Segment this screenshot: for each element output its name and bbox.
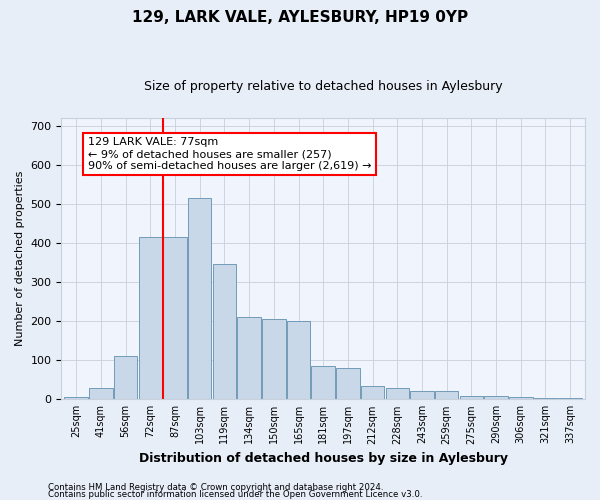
Bar [460, 396, 483, 400]
Bar [435, 392, 458, 400]
Text: Contains public sector information licensed under the Open Government Licence v3: Contains public sector information licen… [48, 490, 422, 499]
Bar [311, 366, 335, 400]
X-axis label: Distribution of detached houses by size in Aylesbury: Distribution of detached houses by size … [139, 452, 508, 465]
Bar [188, 198, 211, 400]
Text: 129 LARK VALE: 77sqm
← 9% of detached houses are smaller (257)
90% of semi-detac: 129 LARK VALE: 77sqm ← 9% of detached ho… [88, 138, 371, 170]
Y-axis label: Number of detached properties: Number of detached properties [15, 171, 25, 346]
Text: Contains HM Land Registry data © Crown copyright and database right 2024.: Contains HM Land Registry data © Crown c… [48, 484, 383, 492]
Bar [163, 237, 187, 400]
Bar [484, 396, 508, 400]
Bar [114, 356, 137, 400]
Bar [509, 398, 533, 400]
Bar [139, 237, 162, 400]
Text: 129, LARK VALE, AYLESBURY, HP19 0YP: 129, LARK VALE, AYLESBURY, HP19 0YP [132, 10, 468, 25]
Bar [287, 321, 310, 400]
Title: Size of property relative to detached houses in Aylesbury: Size of property relative to detached ho… [144, 80, 503, 93]
Bar [559, 398, 582, 400]
Bar [361, 386, 385, 400]
Bar [262, 319, 286, 400]
Bar [336, 368, 359, 400]
Bar [534, 398, 557, 400]
Bar [410, 390, 434, 400]
Bar [386, 388, 409, 400]
Bar [212, 264, 236, 400]
Bar [238, 317, 261, 400]
Bar [89, 388, 113, 400]
Bar [64, 398, 88, 400]
